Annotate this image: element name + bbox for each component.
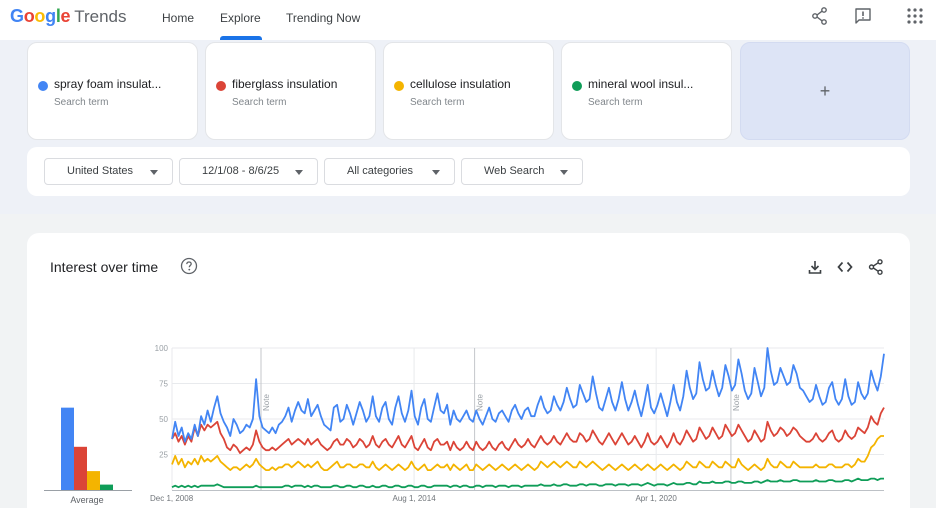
nav-explore[interactable]: Explore [220, 11, 261, 25]
term-type: Search term [54, 97, 109, 108]
x-tick-label: Aug 1, 2014 [393, 494, 437, 503]
panel-title: Interest over time [50, 259, 159, 275]
term-type: Search term [410, 97, 465, 108]
term-label: mineral wool insul... [588, 77, 694, 91]
y-tick-label: 100 [155, 344, 169, 353]
interest-over-time-panel: Interest over time Average 100 75 50 25 Note… [27, 233, 910, 508]
plus-icon: + [819, 81, 831, 101]
average-bar-chart: Average [44, 407, 132, 505]
search-property-select[interactable]: Web Search [461, 158, 583, 185]
feedback-icon[interactable] [853, 6, 873, 26]
average-bar [100, 484, 113, 490]
share-icon[interactable] [867, 258, 885, 276]
caret-down-icon [150, 170, 158, 175]
apps-grid-icon[interactable] [905, 6, 925, 26]
term-card-3[interactable]: cellulose insulation Search term [383, 42, 554, 140]
nav-active-indicator [220, 36, 262, 40]
embed-code-icon[interactable] [836, 258, 854, 276]
average-bar [61, 407, 74, 490]
logo-trends: Trends [74, 7, 127, 26]
help-icon[interactable] [180, 257, 198, 275]
term-type: Search term [232, 97, 287, 108]
search-property-value: Web Search [484, 165, 545, 177]
category-select[interactable]: All categories [324, 158, 455, 185]
term-color-dot [216, 81, 226, 91]
note-label[interactable]: Note [262, 394, 271, 411]
google-trends-logo[interactable]: Google Trends [10, 6, 127, 27]
add-term-button[interactable]: + [740, 42, 910, 140]
average-bar [74, 446, 87, 490]
x-tick-label: Apr 1, 2020 [635, 494, 677, 503]
x-tick-label: Dec 1, 2008 [150, 494, 194, 503]
series-line-2[interactable] [171, 407, 885, 454]
note-label[interactable]: Note [732, 394, 741, 411]
date-range-select[interactable]: 12/1/08 - 8/6/25 [179, 158, 318, 185]
interest-line-chart[interactable]: 100 75 50 25 Note Note Note Dec 1, 2008 Aug 1, 2… [142, 333, 892, 508]
term-card-4[interactable]: mineral wool insul... Search term [561, 42, 732, 140]
term-card-2[interactable]: fiberglass insulation Search term [205, 42, 376, 140]
region-value: United States [67, 165, 134, 177]
y-tick-label: 50 [159, 415, 168, 424]
average-label: Average [70, 495, 103, 505]
y-tick-label: 75 [159, 380, 168, 389]
nav-home[interactable]: Home [162, 11, 195, 25]
term-label: spray foam insulat... [54, 77, 162, 91]
category-value: All categories [347, 165, 414, 177]
term-color-dot [394, 81, 404, 91]
date-range-value: 12/1/08 - 8/6/25 [202, 165, 280, 177]
term-color-dot [38, 81, 48, 91]
series-line-3[interactable] [171, 435, 884, 472]
caret-down-icon [295, 170, 303, 175]
download-icon[interactable] [806, 258, 824, 276]
filter-bar: United States 12/1/08 - 8/6/25 All categ… [27, 147, 910, 196]
share-icon[interactable] [810, 6, 830, 26]
average-bar [87, 471, 100, 490]
series-line-1[interactable] [171, 347, 885, 443]
term-label: fiberglass insulation [232, 77, 338, 91]
logo-google: Google [10, 6, 71, 26]
caret-down-icon [432, 170, 440, 175]
note-label[interactable]: Note [476, 394, 485, 411]
term-color-dot [572, 81, 582, 91]
term-label: cellulose insulation [410, 77, 511, 91]
nav-trending-now[interactable]: Trending Now [286, 11, 361, 25]
top-bar: Google Trends Home Explore Trending Now [0, 0, 936, 40]
region-select[interactable]: United States [44, 158, 173, 185]
series-line-4[interactable] [171, 477, 884, 489]
term-card-1[interactable]: spray foam insulat... Search term [27, 42, 198, 140]
y-tick-label: 25 [159, 451, 168, 460]
term-type: Search term [588, 97, 643, 108]
caret-down-icon [560, 170, 568, 175]
